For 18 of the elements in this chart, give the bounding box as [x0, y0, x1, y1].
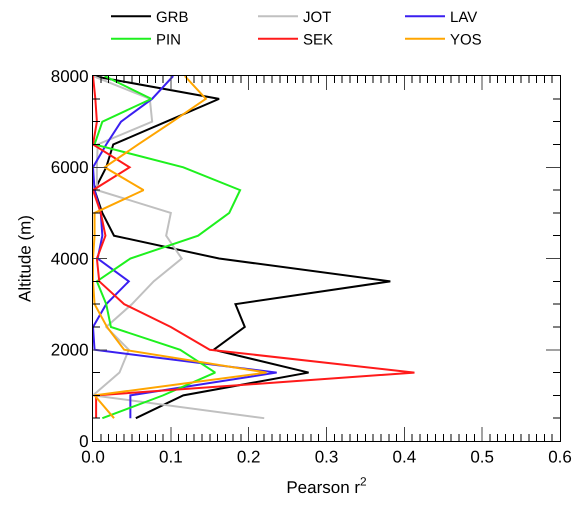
legend-label: SEK	[303, 32, 334, 49]
x-tick-label: 0.5	[470, 447, 494, 466]
legend-label: GRB	[156, 9, 189, 26]
y-tick-label: 8000	[50, 67, 89, 86]
x-tick-label: 0.3	[314, 447, 338, 466]
x-tick-label: 0.2	[236, 447, 260, 466]
y-tick-label: 2000	[50, 340, 89, 360]
x-tick-label: 0.1	[159, 447, 183, 466]
legend-label: YOS	[450, 32, 482, 49]
legend-label: LAV	[450, 9, 478, 26]
y-tick-label: 4000	[50, 249, 89, 268]
legend-label: PIN	[156, 32, 182, 49]
y-axis-title: Altitude (m)	[15, 215, 34, 302]
x-tick-label: 0.6	[548, 447, 572, 466]
x-tick-label: 0.4	[392, 447, 416, 466]
x-axis-title: Pearson r$^{2}$	[286, 474, 368, 497]
legend-label: JOT	[303, 9, 332, 26]
y-tick-label: 6000	[50, 158, 89, 178]
